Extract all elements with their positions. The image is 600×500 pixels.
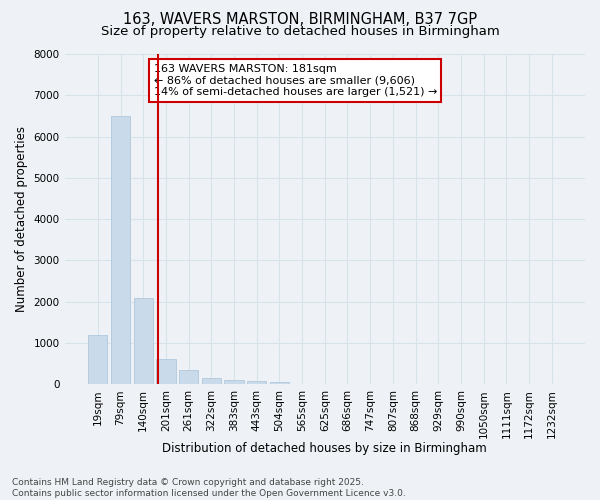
Bar bbox=[134, 298, 153, 384]
Text: 163, WAVERS MARSTON, BIRMINGHAM, B37 7GP: 163, WAVERS MARSTON, BIRMINGHAM, B37 7GP bbox=[123, 12, 477, 28]
Bar bbox=[156, 360, 176, 384]
Text: Size of property relative to detached houses in Birmingham: Size of property relative to detached ho… bbox=[101, 25, 499, 38]
X-axis label: Distribution of detached houses by size in Birmingham: Distribution of detached houses by size … bbox=[163, 442, 487, 455]
Bar bbox=[179, 370, 198, 384]
Y-axis label: Number of detached properties: Number of detached properties bbox=[15, 126, 28, 312]
Bar bbox=[247, 382, 266, 384]
Text: 163 WAVERS MARSTON: 181sqm
← 86% of detached houses are smaller (9,606)
14% of s: 163 WAVERS MARSTON: 181sqm ← 86% of deta… bbox=[154, 64, 437, 97]
Bar bbox=[202, 378, 221, 384]
Bar bbox=[270, 382, 289, 384]
Bar bbox=[88, 334, 107, 384]
Bar bbox=[224, 380, 244, 384]
Bar bbox=[111, 116, 130, 384]
Text: Contains HM Land Registry data © Crown copyright and database right 2025.
Contai: Contains HM Land Registry data © Crown c… bbox=[12, 478, 406, 498]
